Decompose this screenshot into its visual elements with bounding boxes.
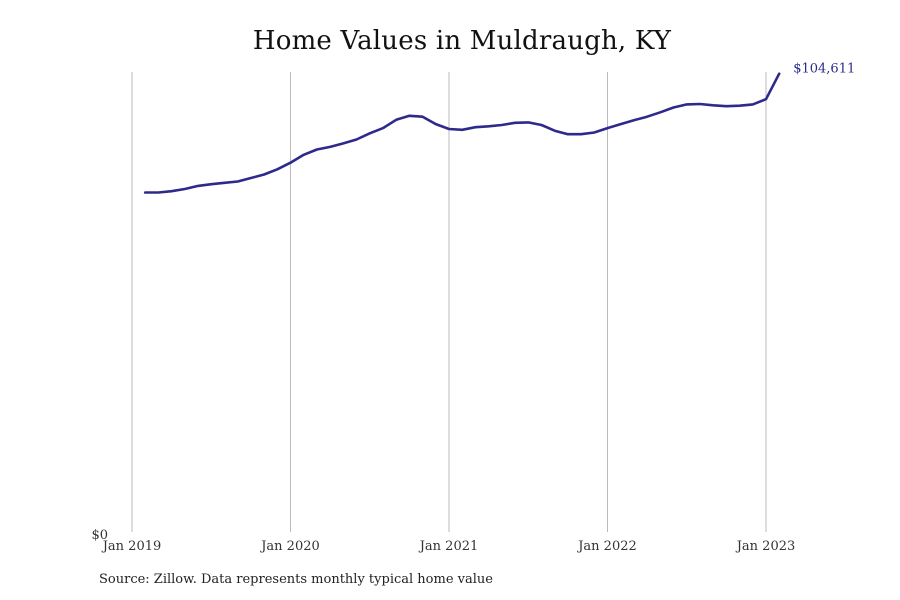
y-tick-label: $0 [91,528,108,543]
x-tick-label: Jan 2022 [576,539,637,554]
x-tick-label: Jan 2021 [418,539,479,554]
end-value-label: $104,611 [793,62,855,77]
series-line-group [143,72,781,194]
x-tick-label: Jan 2020 [259,539,320,554]
gridlines [131,72,767,532]
x-tick-label: Jan 2019 [101,539,162,554]
x-tick-label: Jan 2023 [735,539,796,554]
axis-labels: Jan 2019 Jan 2020 Jan 2021 Jan 2022 Jan 2023… [91,62,855,554]
source-note: Source: Zillow. Data represents monthly … [99,572,493,587]
chart-title: Home Values in Muldraugh, KY [252,26,672,56]
series-line [143,72,781,194]
